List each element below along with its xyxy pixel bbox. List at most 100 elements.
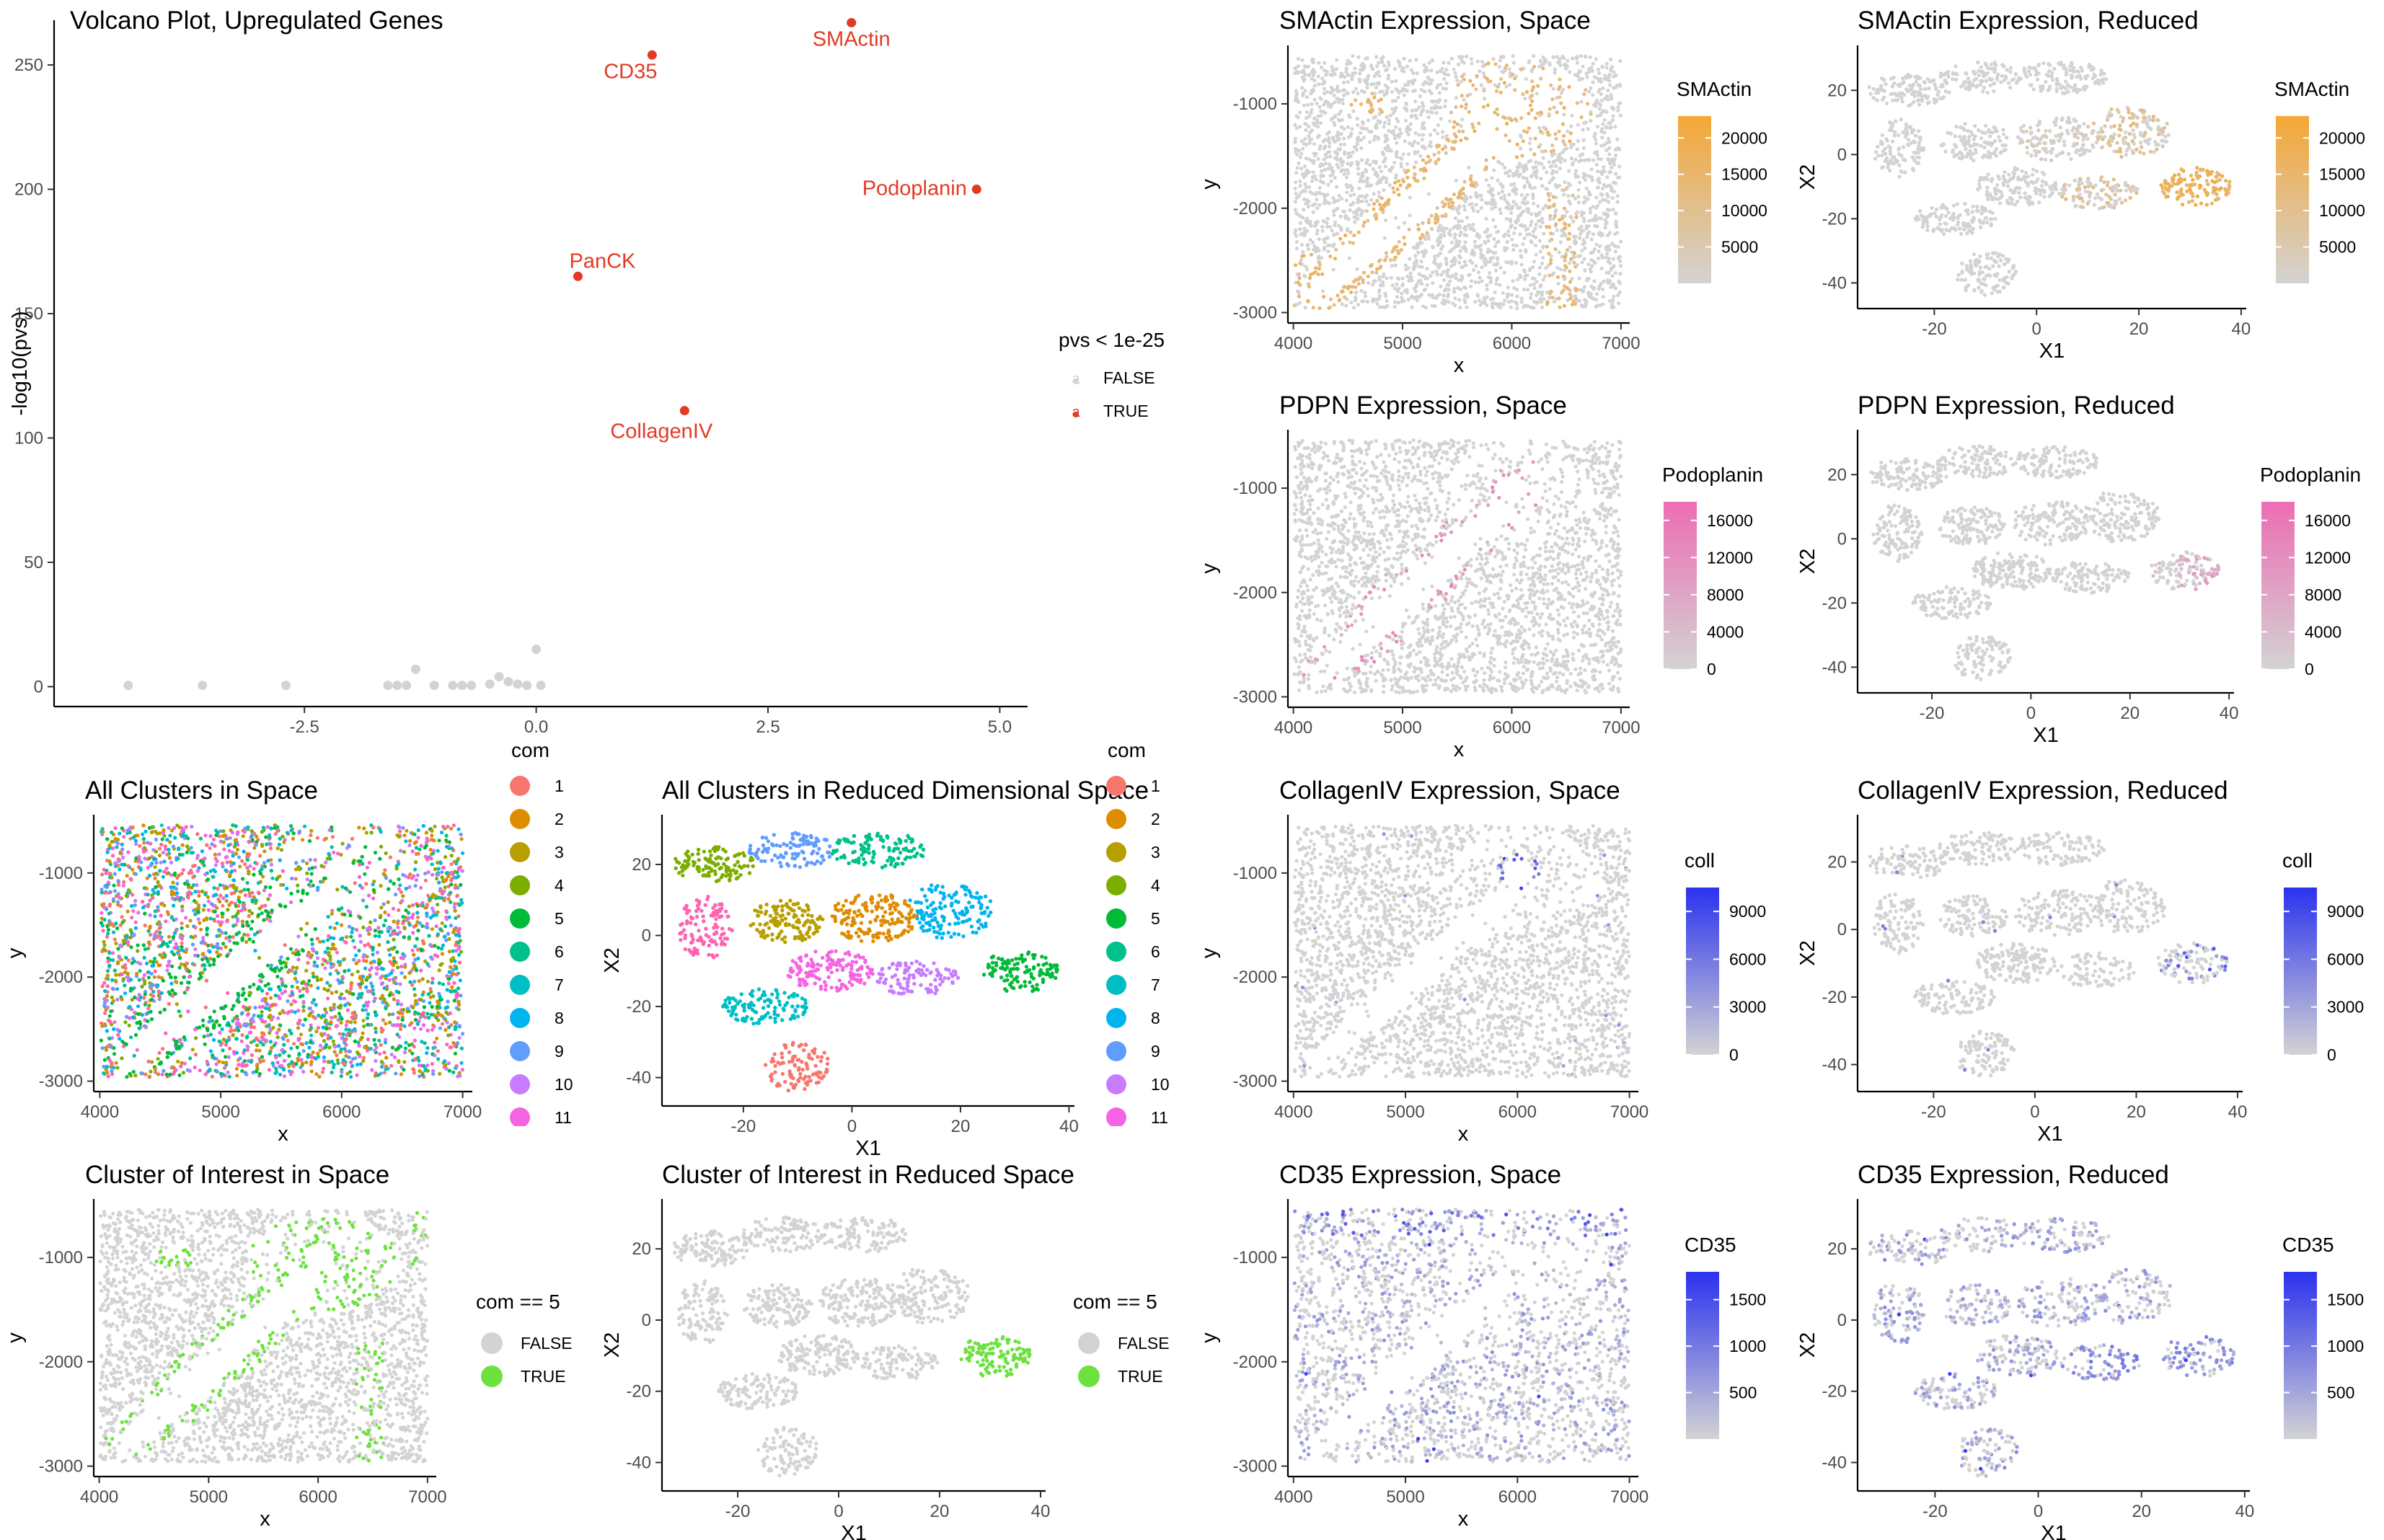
cell-point	[1521, 201, 1524, 205]
cell-point	[1354, 606, 1357, 609]
cell-point	[1594, 206, 1598, 210]
cell-point	[1372, 138, 1376, 141]
cell-point	[1539, 177, 1542, 180]
cell-point	[1561, 88, 1565, 92]
cell-point	[1483, 626, 1487, 629]
cell-point	[1392, 557, 1396, 560]
cell-point	[1365, 86, 1369, 89]
cell-point	[1412, 551, 1416, 554]
cell-point	[1378, 120, 1382, 124]
cell-point	[1388, 149, 1392, 152]
cell-point	[1404, 119, 1408, 123]
cell-point	[1308, 495, 1312, 498]
cell-point	[1385, 68, 1389, 71]
cell-point	[1353, 580, 1356, 583]
cell-point	[1395, 552, 1399, 555]
cell-point	[1573, 251, 1576, 255]
cell-point	[1527, 646, 1531, 650]
cell-point	[1576, 563, 1579, 567]
cell-point	[1544, 557, 1548, 561]
cell-point	[1581, 289, 1585, 293]
cell-point	[1606, 234, 1610, 237]
cell-point	[1444, 151, 1448, 155]
cell-point	[1576, 188, 1580, 192]
cell-point	[1571, 255, 1575, 258]
cell-point	[1354, 87, 1358, 91]
cell-point	[1313, 84, 1317, 87]
cell-point	[1397, 301, 1400, 304]
cell-point	[1421, 684, 1425, 688]
cell-point	[1532, 616, 1535, 619]
cell-point	[1471, 125, 1475, 129]
cell-point	[1572, 636, 1576, 640]
cell-point	[1612, 71, 1615, 74]
cell-point	[1392, 580, 1396, 583]
cell-point	[1438, 98, 1442, 102]
cell-point	[1590, 175, 1594, 179]
cell-point	[1545, 499, 1549, 503]
cell-point	[1399, 635, 1403, 639]
cell-point	[1405, 484, 1409, 487]
cell-point	[1374, 650, 1378, 653]
cell-point	[1324, 73, 1328, 76]
cell-point	[1361, 299, 1365, 303]
cell-point	[1605, 66, 1609, 69]
cell-point	[1555, 266, 1559, 270]
cell-point	[1471, 206, 1475, 210]
cell-point	[1480, 206, 1483, 210]
cell-point	[1391, 186, 1395, 190]
cell-point	[1611, 614, 1615, 618]
cell-point	[1604, 198, 1607, 202]
cell-point	[1595, 224, 1599, 228]
cell-point	[1364, 584, 1368, 588]
cell-point	[1305, 95, 1309, 99]
cell-point	[1294, 192, 1298, 195]
cell-point	[1612, 531, 1615, 534]
cell-point	[1338, 625, 1341, 629]
cell-point	[1344, 599, 1348, 603]
cell-point	[1475, 644, 1479, 647]
cell-point	[1330, 515, 1334, 518]
cell-point	[1439, 228, 1443, 231]
cell-point	[1366, 524, 1369, 528]
cell-point	[1478, 591, 1481, 595]
cell-point	[1401, 539, 1405, 543]
cell-point	[1439, 273, 1443, 277]
cell-point	[1468, 259, 1472, 262]
x-tick-label: 4000	[1274, 334, 1312, 353]
cell-point	[1544, 549, 1548, 553]
cell-point	[1484, 257, 1488, 261]
cell-point	[1597, 623, 1601, 627]
cell-point	[1365, 193, 1369, 197]
cell-point	[1394, 634, 1398, 637]
cell-point	[1516, 552, 1519, 555]
cell-point	[1297, 71, 1300, 74]
cell-point	[1307, 686, 1311, 690]
cell-point	[1303, 182, 1307, 186]
cell-point	[1378, 165, 1382, 169]
cell-point	[1473, 673, 1477, 677]
cell-point	[1372, 625, 1375, 629]
cell-point	[1495, 575, 1498, 578]
cell-point	[1545, 456, 1548, 459]
cell-point	[1514, 74, 1518, 78]
cell-point	[1589, 87, 1592, 90]
cell-point	[1327, 530, 1330, 534]
cell-point	[1321, 456, 1325, 460]
cell-point	[1417, 228, 1421, 231]
cell-point	[1392, 657, 1395, 660]
cell-point	[1294, 208, 1297, 211]
cell-point	[1356, 167, 1360, 170]
cell-point	[1348, 203, 1352, 207]
cell-point	[1457, 130, 1461, 133]
cell-point	[1391, 565, 1395, 569]
cell-point	[1406, 169, 1410, 172]
cell-point	[1583, 285, 1586, 288]
cell-point	[1396, 96, 1400, 99]
cell-point	[1299, 570, 1302, 574]
cell-point	[1417, 456, 1421, 460]
cell-point	[1373, 92, 1377, 95]
y-tick-label: 200	[14, 180, 43, 200]
cell-point	[1612, 641, 1616, 645]
cell-point	[1411, 71, 1415, 75]
